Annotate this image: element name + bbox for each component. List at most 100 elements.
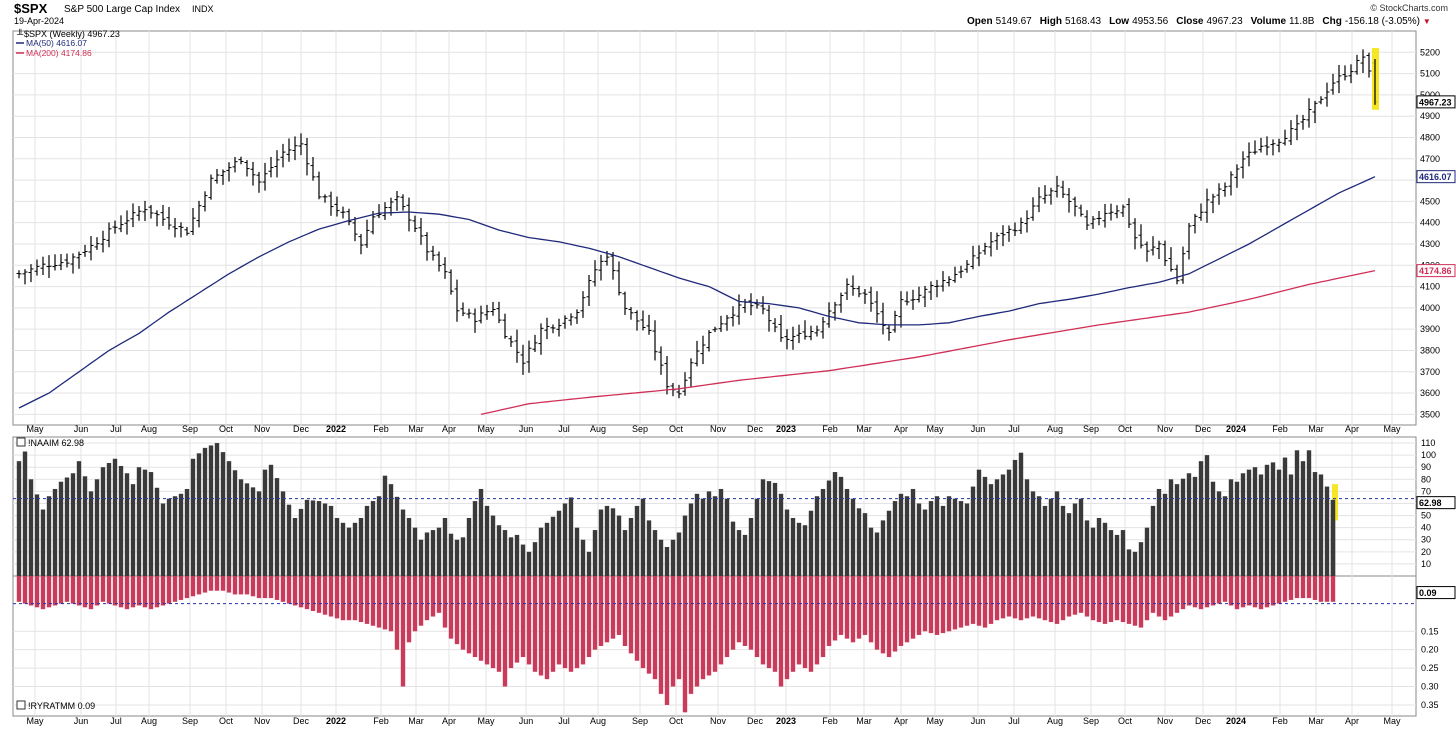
ryratmm-bar [694, 576, 700, 687]
ryratmm-bar [166, 576, 172, 604]
chart-header: $SPX S&P 500 Large Cap Index INDX 19-Apr… [14, 1, 1448, 27]
ryratmm-bar [766, 576, 772, 669]
ryratmm-bar [1042, 576, 1048, 621]
ryratmm-value-label-box [1416, 586, 1456, 600]
ryratmm-bar [70, 576, 76, 604]
naaim-bar [1090, 527, 1096, 576]
naaim-bar [412, 527, 418, 576]
ryratmm-bar [988, 576, 994, 624]
month-tick-label: Sep [1083, 716, 1099, 726]
brand-watermark[interactable]: © StockCharts.com [1370, 3, 1448, 13]
naaim-bar [568, 497, 574, 576]
naaim-bar [592, 530, 598, 576]
ryratmm-series [13, 576, 1416, 713]
month-tick-label: Feb [373, 424, 389, 434]
open-label: Open [967, 16, 993, 27]
month-tick-label: Mar [408, 424, 424, 434]
naaim-tick-label: 110 [1421, 438, 1435, 448]
ryratmm-bar [394, 576, 400, 650]
ryratmm-bar [40, 576, 46, 610]
ryratmm-bar [772, 576, 778, 672]
naaim-bar [490, 515, 496, 576]
price-tick-label: 3900 [1420, 324, 1440, 334]
naaim-bar [778, 493, 784, 576]
naaim-bar [220, 452, 226, 576]
ryratmm-bar [640, 576, 646, 669]
month-tick-label: Nov [254, 424, 271, 434]
ryratmm-bar [616, 576, 622, 635]
ryratmm-bar [688, 576, 694, 694]
naaim-bar [610, 508, 616, 576]
ryratmm-bar [448, 576, 454, 639]
naaim-bar [1318, 474, 1324, 576]
ryratmm-bar [1078, 576, 1084, 613]
naaim-bar [580, 539, 586, 576]
ryratmm-bar [28, 576, 34, 606]
naaim-bar [1108, 530, 1114, 576]
price-tick-label: 3800 [1420, 345, 1440, 355]
price-value-label-box [1416, 95, 1456, 109]
ryratmm-bar [700, 576, 706, 680]
ryratmm-bar [316, 576, 322, 613]
naaim-bar [652, 530, 658, 576]
month-tick-label: Jul [558, 424, 570, 434]
ryratmm-bar [508, 576, 514, 669]
naaim-bar [688, 503, 694, 576]
ryratmm-bar [826, 576, 832, 646]
ryratmm-bar [490, 576, 496, 669]
naaim-bar [100, 467, 106, 576]
naaim-bar [556, 510, 562, 576]
naaim-bar [502, 530, 508, 576]
ryratmm-bar [724, 576, 730, 658]
price-value-label: 4967.23 [1419, 97, 1452, 107]
naaim-bar [640, 498, 646, 576]
naaim-bar [1018, 452, 1024, 576]
ryratmm-legend-icon [16, 700, 26, 710]
ryratmm-bar [154, 576, 160, 608]
ryratmm-bar [424, 576, 430, 621]
month-tick-label: Dec [747, 424, 764, 434]
ryratmm-bar [136, 576, 142, 606]
ryratmm-bar [1324, 576, 1330, 602]
month-tick-label: Nov [1157, 716, 1174, 726]
naaim-bar [310, 500, 316, 576]
naaim-bar [664, 546, 670, 576]
ryratmm-bar [1180, 576, 1186, 610]
ryratmm-bar [1162, 576, 1168, 621]
naaim-bar [1210, 481, 1216, 576]
naaim-bar [172, 496, 178, 576]
volume-label: Volume [1251, 16, 1287, 27]
naaim-bar [40, 509, 46, 576]
month-tick-label: Jun [519, 716, 534, 726]
naaim-bar [616, 515, 622, 576]
naaim-bar [1198, 461, 1204, 576]
ryratmm-bar [652, 576, 658, 680]
ryratmm-bar [1060, 576, 1066, 621]
naaim-tick-label: 20 [1421, 547, 1431, 557]
ryratmm-bar [1228, 576, 1234, 606]
naaim-bar [1204, 455, 1210, 576]
ryratmm-bar [46, 576, 52, 608]
ryratmm-bar [358, 576, 364, 623]
naaim-bar [862, 513, 868, 576]
low-label: Low [1109, 16, 1129, 27]
naaim-bar [118, 466, 124, 576]
ryratmm-bar [880, 576, 886, 654]
naaim-bar [1060, 505, 1066, 576]
naaim-bar [424, 532, 430, 576]
naaim-last-bar [1330, 499, 1336, 576]
naaim-bar [622, 530, 628, 576]
naaim-bar [244, 483, 250, 576]
ryratmm-bar [850, 576, 856, 643]
naaim-bar [1294, 450, 1300, 576]
price-tick-label: 4900 [1420, 111, 1440, 121]
ryratmm-bar [910, 576, 916, 639]
ryratmm-bar [130, 576, 136, 608]
naaim-bar [1156, 488, 1162, 576]
ryratmm-tick-label: 0.25 [1421, 663, 1439, 673]
ryratmm-bar [1144, 576, 1150, 621]
naaim-bar [1234, 481, 1240, 576]
ryratmm-bar [262, 576, 268, 599]
month-tick-label: Apr [442, 716, 456, 726]
naaim-bar [808, 510, 814, 576]
